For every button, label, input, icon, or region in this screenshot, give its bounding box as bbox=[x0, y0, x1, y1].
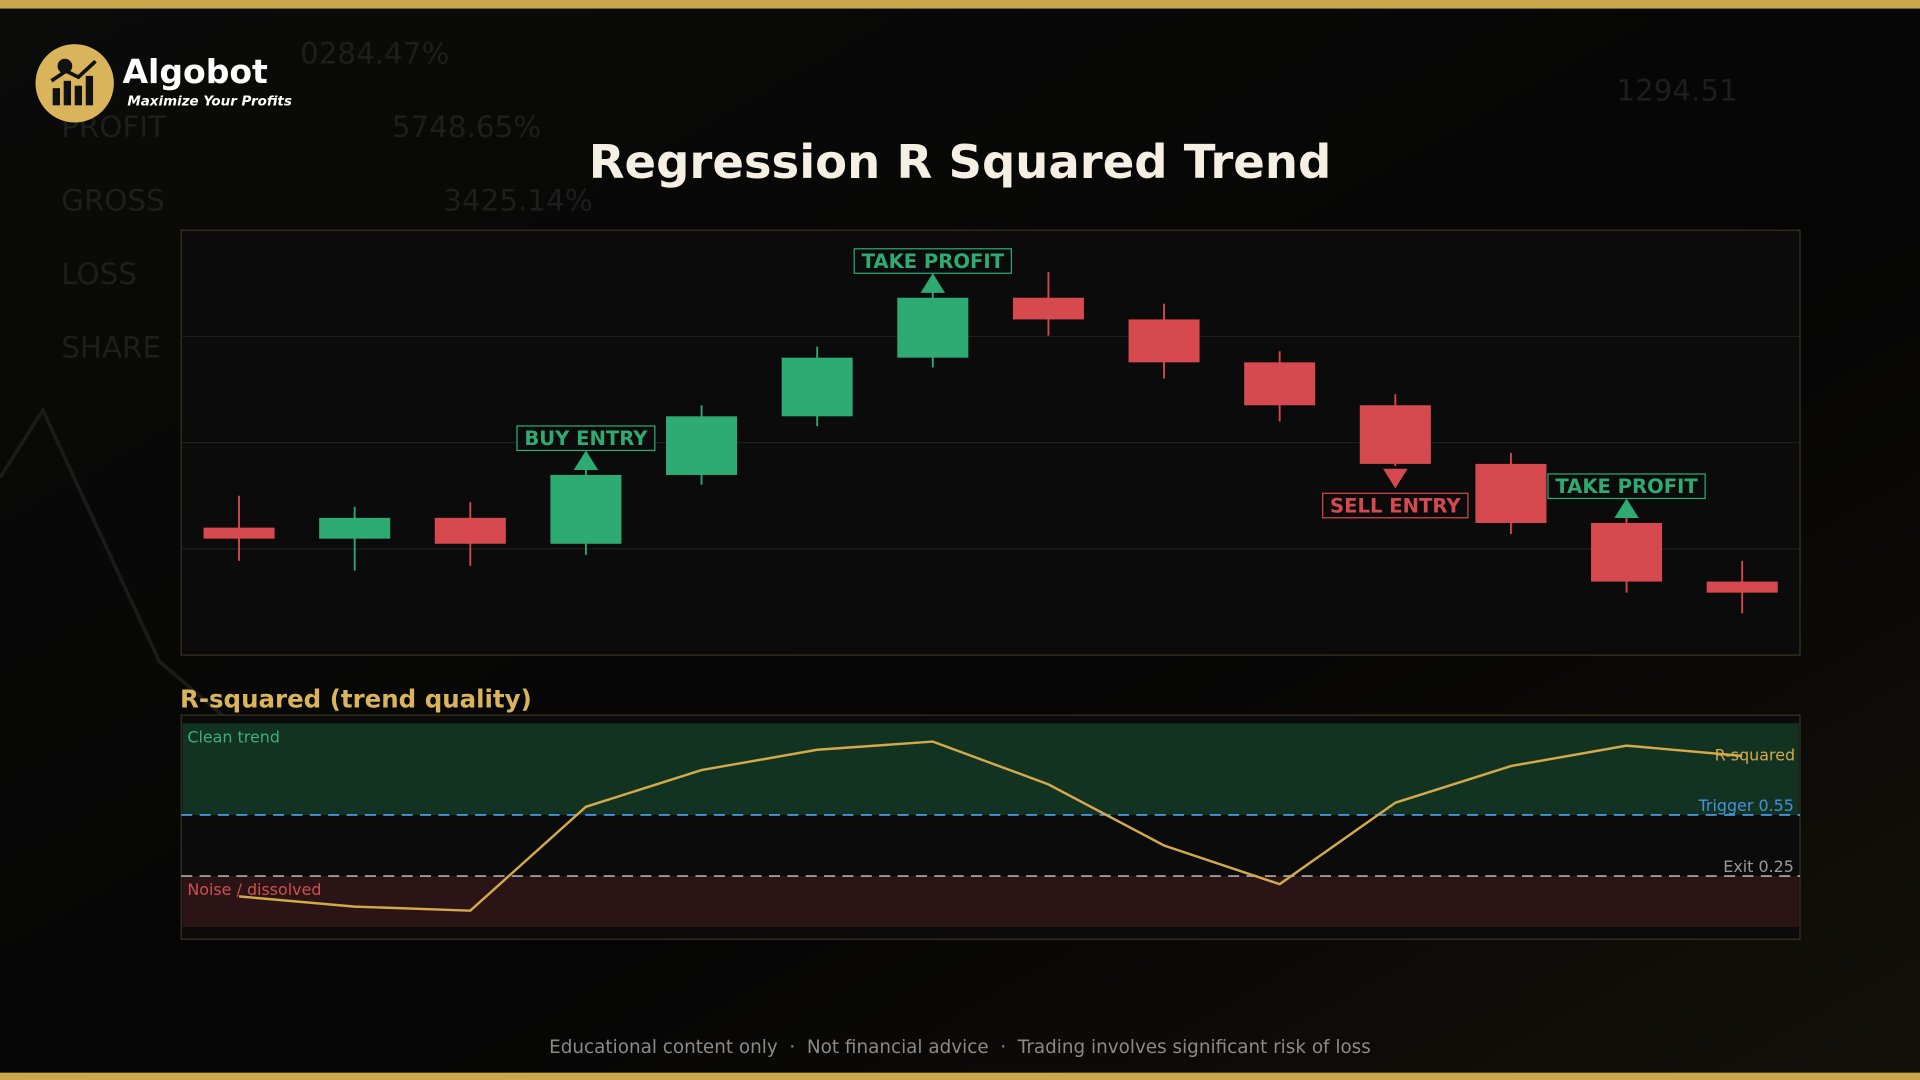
candle-body bbox=[203, 527, 275, 539]
brand-name: Algobot bbox=[122, 52, 268, 91]
threshold-label: Trigger 0.55 bbox=[1698, 796, 1794, 815]
candle-body bbox=[550, 474, 622, 544]
line-series bbox=[238, 740, 1743, 912]
logo-badge bbox=[35, 44, 114, 123]
candle-body bbox=[434, 517, 506, 544]
footer: Educational content only · Not financial… bbox=[549, 1037, 1371, 1058]
chart-title: Regression R Squared Trend bbox=[589, 135, 1332, 189]
signal-arrow bbox=[573, 450, 599, 471]
candle-body bbox=[319, 517, 391, 539]
signal-arrow bbox=[920, 273, 946, 293]
background-value: 0284.47% bbox=[300, 37, 449, 71]
candle-body bbox=[781, 357, 853, 417]
signal-label: BUY ENTRY bbox=[524, 427, 648, 450]
candle-body bbox=[897, 297, 969, 358]
candle-body bbox=[1012, 297, 1084, 320]
background-text: PROFITGROSSLOSSSHARE0284.47%5748.65%3425… bbox=[61, 37, 1738, 365]
background-value: 1294.51 bbox=[1616, 73, 1737, 107]
indicator-title: R-squared (trend quality) bbox=[180, 684, 532, 713]
candle-body bbox=[1128, 319, 1200, 363]
candle-body bbox=[1359, 405, 1431, 464]
background-label: LOSS bbox=[61, 257, 137, 291]
signal-box bbox=[853, 248, 1012, 274]
signal-box bbox=[1547, 473, 1706, 500]
signal-label: TAKE PROFIT bbox=[1555, 475, 1698, 498]
threshold-label: Exit 0.25 bbox=[1723, 857, 1794, 876]
signal-label: SELL ENTRY bbox=[1330, 494, 1461, 517]
background-value: 5748.65% bbox=[392, 110, 541, 144]
background-decor bbox=[0, 406, 247, 737]
brand-tagline: Maximize Your Profits bbox=[127, 95, 292, 110]
top-bar bbox=[0, 0, 1920, 9]
logo-icon bbox=[50, 58, 97, 106]
series-label: R-squared bbox=[1715, 745, 1795, 764]
candle-body bbox=[1706, 581, 1778, 593]
band bbox=[182, 876, 1799, 927]
band-label: Clean trend bbox=[187, 727, 280, 746]
background-label: GROSS bbox=[61, 184, 165, 218]
candle-body bbox=[1475, 463, 1547, 523]
signal-box bbox=[516, 425, 656, 452]
candle-body bbox=[1591, 522, 1663, 582]
background-value: 3425.14% bbox=[443, 184, 592, 218]
signal-box bbox=[1322, 492, 1469, 519]
candle-body bbox=[1244, 362, 1316, 406]
band-label: Noise / dissolved bbox=[187, 880, 321, 899]
signal-arrow bbox=[1614, 498, 1639, 519]
candle-body bbox=[666, 416, 738, 475]
band bbox=[182, 723, 1799, 815]
background-label: SHARE bbox=[61, 330, 161, 364]
signal-label: TAKE PROFIT bbox=[862, 250, 1005, 273]
signal-arrow bbox=[1383, 468, 1408, 489]
bottom-bar bbox=[0, 1072, 1920, 1080]
